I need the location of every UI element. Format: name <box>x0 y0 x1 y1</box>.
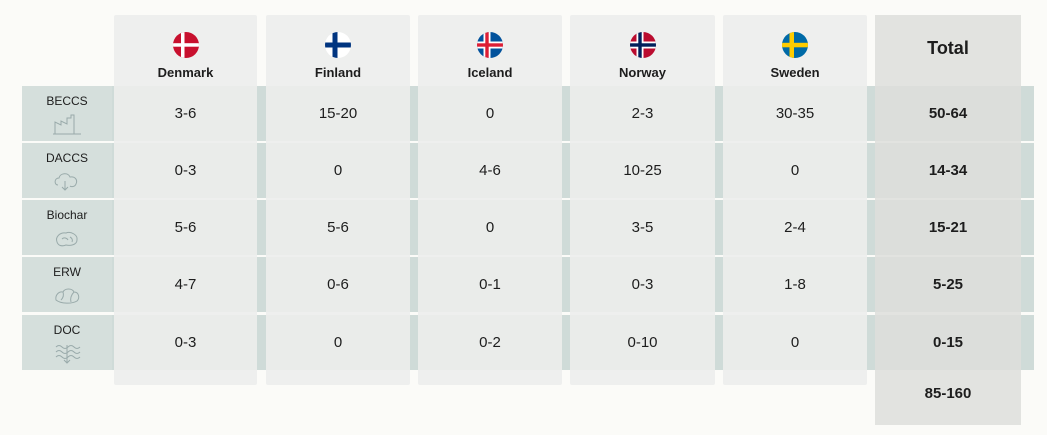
row-total: 15-21 <box>875 200 1021 255</box>
header-iceland: Iceland <box>418 32 562 80</box>
table-cell: 0 <box>418 200 562 255</box>
table-cell: 0-6 <box>266 257 410 312</box>
table-cell: 0-1 <box>418 257 562 312</box>
finland-flag-icon <box>325 32 351 58</box>
table-cell: 3-6 <box>114 86 257 141</box>
table-cell: 0-3 <box>570 257 715 312</box>
method-label: BECCS <box>46 94 88 108</box>
country-label: Finland <box>314 65 362 80</box>
table-cell: 4-6 <box>418 143 562 198</box>
table-cell: 15-20 <box>266 86 410 141</box>
sweden-flag-icon <box>782 32 808 58</box>
table-cell: 10-25 <box>570 143 715 198</box>
table-cell: 30-35 <box>723 86 867 141</box>
table-cell: 0-3 <box>114 143 257 198</box>
method-cell: Biochar <box>22 200 112 255</box>
table-cell: 5-6 <box>266 200 410 255</box>
denmark-flag-icon <box>172 32 199 58</box>
header-sweden: Sweden <box>723 32 867 80</box>
factory-icon <box>52 112 82 136</box>
method-label: DOC <box>53 323 81 337</box>
table-cell: 3-5 <box>570 200 715 255</box>
header-norway: Norway <box>570 32 715 80</box>
header-finland: Finland <box>266 32 410 80</box>
table-cell: 2-3 <box>570 86 715 141</box>
method-cell: BECCS <box>22 86 112 141</box>
row-total: 50-64 <box>875 86 1021 141</box>
method-cell: DACCS <box>22 143 112 198</box>
country-label: Iceland <box>467 65 513 80</box>
table-cell: 0 <box>418 86 562 141</box>
row-total: 5-25 <box>875 257 1021 312</box>
method-label: Biochar <box>46 208 88 222</box>
table-cell: 0-10 <box>570 315 715 370</box>
country-label: Sweden <box>770 65 820 80</box>
biochar-icon <box>52 226 82 250</box>
iceland-flag-icon <box>477 32 503 58</box>
ocean-icon <box>52 341 82 365</box>
grand-total: 85-160 <box>924 385 972 402</box>
country-label: Norway <box>619 65 666 80</box>
table-cell: 0 <box>723 315 867 370</box>
air-capture-icon <box>52 169 82 193</box>
country-label: Denmark <box>157 65 214 80</box>
table-cell: 1-8 <box>723 257 867 312</box>
method-label: ERW <box>53 265 81 279</box>
method-cell: DOC <box>22 315 112 370</box>
method-cell: ERW <box>22 257 112 312</box>
rock-icon <box>52 283 82 307</box>
table-cell: 0 <box>723 143 867 198</box>
row-total: 14-34 <box>875 143 1021 198</box>
table-cell: 4-7 <box>114 257 257 312</box>
table-cell: 5-6 <box>114 200 257 255</box>
table-cell: 0 <box>266 143 410 198</box>
header-denmark: Denmark <box>114 32 257 80</box>
table-cell: 0 <box>266 315 410 370</box>
table-cell: 0-3 <box>114 315 257 370</box>
table-cell: 2-4 <box>723 200 867 255</box>
table-cell: 0-2 <box>418 315 562 370</box>
total-header: Total <box>927 38 969 58</box>
row-total: 0-15 <box>875 315 1021 370</box>
method-label: DACCS <box>45 151 88 165</box>
norway-flag-icon <box>629 32 656 58</box>
